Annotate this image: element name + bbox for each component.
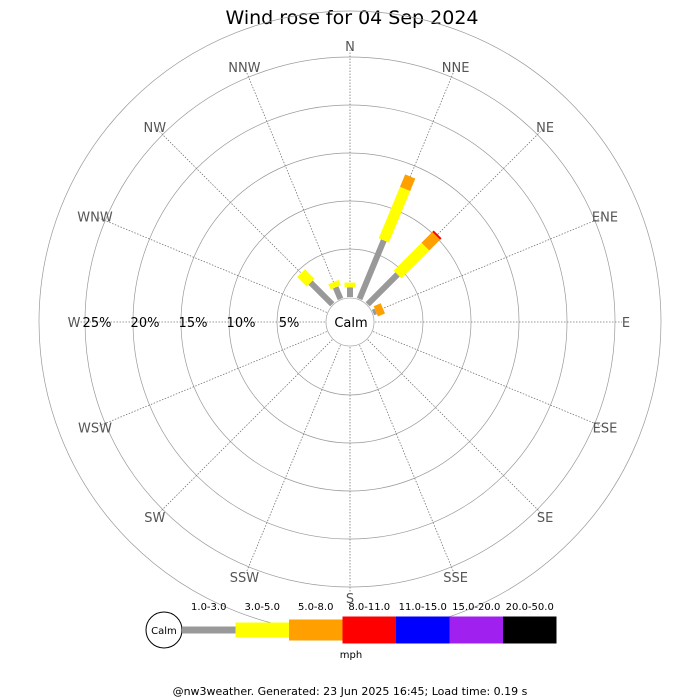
direction-label-ne: NE <box>536 121 554 136</box>
direction-label-sw: SW <box>144 511 165 526</box>
calm-label: Calm <box>334 316 367 331</box>
bar-nne-5.0-8.0 <box>400 174 416 191</box>
spoke-sw <box>157 339 333 515</box>
legend-unit-label: mph <box>340 650 362 661</box>
spoke-nnw <box>245 70 341 300</box>
calm-circle-shape <box>325 297 375 347</box>
bar-nne-1.0-3.0 <box>356 239 387 301</box>
direction-label-s: S <box>346 592 354 607</box>
bar-n-3.0-5.0 <box>344 282 356 288</box>
legend-swatch-3.0-5.0 <box>235 622 289 638</box>
bar-nw-3.0-5.0 <box>297 269 315 287</box>
legend-bin-label-8.0-11.0: 8.0-11.0 <box>348 602 390 613</box>
bar-nw-1.0-3.0 <box>308 280 335 307</box>
spoke-ese <box>372 331 602 427</box>
legend-bin-label-3.0-5.0: 3.0-5.0 <box>245 602 280 613</box>
legend-bin-label-5.0-8.0: 5.0-8.0 <box>298 602 333 613</box>
spoke-se <box>367 339 543 515</box>
direction-label-ese: ESE <box>593 422 618 437</box>
spoke-sse <box>359 344 455 574</box>
radial-label-25: 25% <box>83 316 112 331</box>
wind-bars <box>297 174 442 317</box>
bar-n-1.0-3.0 <box>347 287 353 297</box>
direction-label-se: SE <box>537 511 553 526</box>
legend-bin-label-15.0-20.0: 15.0-20.0 <box>452 602 500 613</box>
direction-label-wnw: WNW <box>77 210 113 225</box>
spoke-ene <box>372 217 602 313</box>
direction-label-wsw: WSW <box>78 422 112 437</box>
spoke-ne <box>367 129 543 305</box>
bar-ene-1.0-3.0 <box>371 308 377 316</box>
direction-labels: N NNE NE ENE E ESE SE SSE S SSW SW WSW W WNW NW NNW <box>68 40 631 607</box>
legend-swatch-5.0-8.0 <box>289 619 343 641</box>
bar-ne-8.0-11.0 <box>432 230 442 240</box>
percentage-labels: 25% 20% 15% 10% 5% <box>83 316 300 331</box>
legend-swatch-15.0-20.0 <box>449 616 503 644</box>
radial-label-15: 15% <box>179 316 208 331</box>
legend-bin-label-11.0-15.0: 11.0-15.0 <box>399 602 447 613</box>
direction-label-e: E <box>622 316 630 331</box>
chart-title: Wind rose for 04 Sep 2024 <box>225 7 478 29</box>
spoke-wsw <box>98 331 328 427</box>
bar-ne-5.0-8.0 <box>421 231 441 251</box>
direction-label-ene: ENE <box>592 210 618 225</box>
direction-label-w: W <box>68 316 81 331</box>
direction-label-nw: NW <box>144 121 167 136</box>
spoke-nw <box>157 129 333 305</box>
radial-label-20: 20% <box>131 316 160 331</box>
direction-label-n: N <box>345 40 355 55</box>
legend-bin-label-20.0-50.0: 20.0-50.0 <box>506 602 554 613</box>
direction-label-ssw: SSW <box>230 571 260 586</box>
speed-legend: Calm 1.0-3.0 3.0-5.0 5.0-8.0 8.0-11.0 11.0-15… <box>145 602 557 661</box>
bar-nnw-1.0-3.0 <box>332 286 344 301</box>
radial-label-10: 10% <box>227 316 256 331</box>
spoke-wnw <box>98 217 328 313</box>
spoke-ssw <box>245 344 341 574</box>
bar-ne-1.0-3.0 <box>365 272 400 307</box>
legend-swatch-11.0-15.0 <box>396 616 450 644</box>
direction-label-nnw: NNW <box>228 61 260 76</box>
bar-nne-3.0-5.0 <box>378 186 411 243</box>
legend-calm-label: Calm <box>151 626 177 637</box>
legend-bin-label-1.0-3.0: 1.0-3.0 <box>191 602 226 613</box>
legend-swatch-1.0-3.0 <box>182 626 236 634</box>
bar-ne-3.0-5.0 <box>393 242 430 279</box>
calm-circle: Calm <box>325 297 375 347</box>
direction-label-sse: SSE <box>443 571 468 586</box>
direction-label-nne: NNE <box>442 61 470 76</box>
legend-swatch-8.0-11.0 <box>342 616 396 644</box>
footer-text: @nw3weather. Generated: 23 Jun 2025 16:4… <box>173 685 528 698</box>
radial-label-5: 5% <box>279 316 300 331</box>
bar-ene-5.0-8.0 <box>373 303 385 317</box>
legend-swatch-20.0-50.0 <box>503 616 557 644</box>
bar-nnw-3.0-5.0 <box>328 279 341 290</box>
